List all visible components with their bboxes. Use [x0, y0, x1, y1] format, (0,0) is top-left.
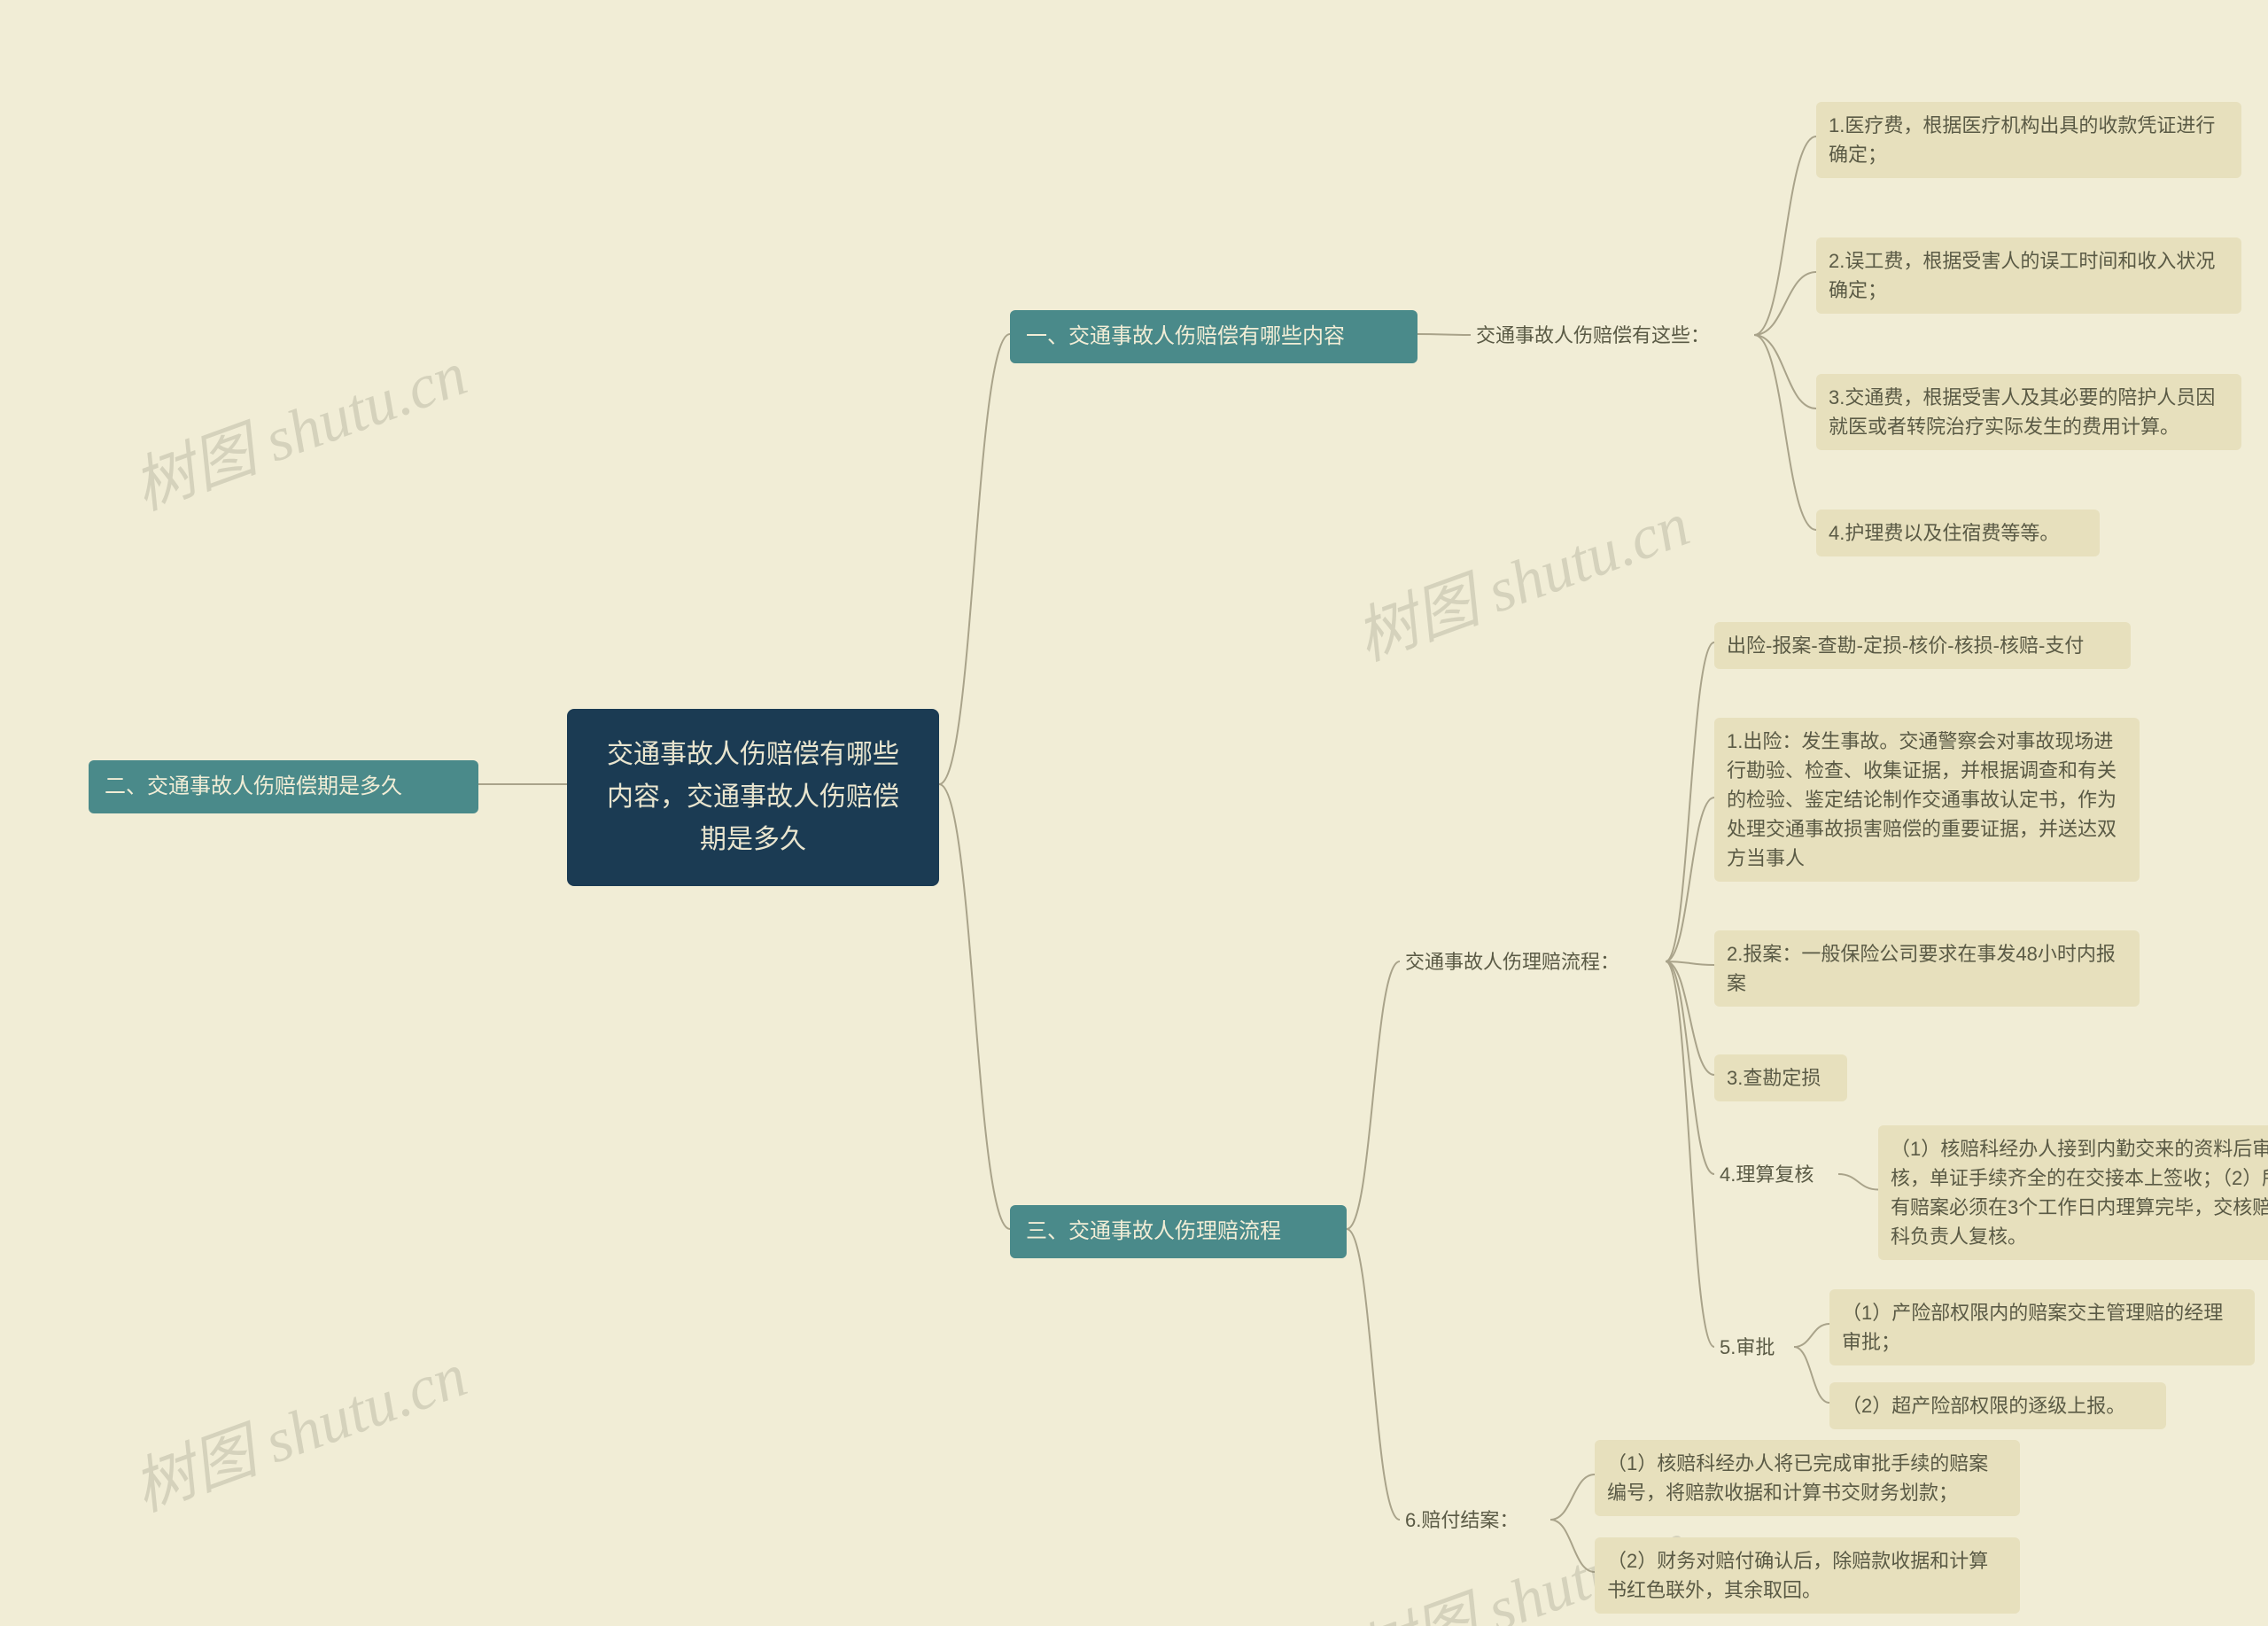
- branch-node-process[interactable]: 三、交通事故人伤理赔流程: [1010, 1205, 1347, 1258]
- leaf-node[interactable]: 出险-报案-查勘-定损-核价-核损-核赔-支付: [1714, 622, 2131, 669]
- sub-node-content-list[interactable]: 交通事故人伤赔偿有这些：: [1471, 317, 1754, 354]
- leaf-node[interactable]: 1.医疗费，根据医疗机构出具的收款凭证进行确定；: [1816, 102, 2241, 178]
- leaf-node[interactable]: （2）财务对赔付确认后，除赔款收据和计算书红色联外，其余取回。: [1595, 1537, 2020, 1614]
- leaf-node[interactable]: 2.报案：一般保险公司要求在事发48小时内报案: [1714, 930, 2140, 1007]
- sub-node-claim-flow[interactable]: 交通事故人伤理赔流程：: [1400, 944, 1666, 980]
- leaf-node[interactable]: 3.查勘定损: [1714, 1054, 1847, 1101]
- leaf-node[interactable]: 6.赔付结案：: [1400, 1502, 1550, 1538]
- leaf-node[interactable]: （2）超产险部权限的逐级上报。: [1829, 1382, 2166, 1429]
- leaf-node[interactable]: （1）产险部权限内的赔案交主管理赔的经理审批；: [1829, 1289, 2255, 1365]
- leaf-node[interactable]: 4.理算复核: [1714, 1156, 1838, 1193]
- leaf-node[interactable]: 2.误工费，根据受害人的误工时间和收入状况确定；: [1816, 237, 2241, 314]
- root-node[interactable]: 交通事故人伤赔偿有哪些内容，交通事故人伤赔偿期是多久: [567, 709, 939, 886]
- leaf-node[interactable]: 5.审批: [1714, 1329, 1794, 1365]
- leaf-node[interactable]: 1.出险：发生事故。交通警察会对事故现场进行勘验、检查、收集证据，并根据调查和有…: [1714, 718, 2140, 882]
- leaf-node[interactable]: （1）核赔科经办人接到内勤交来的资料后审核，单证手续齐全的在交接本上签收；（2）…: [1878, 1125, 2268, 1260]
- leaf-node[interactable]: 4.护理费以及住宿费等等。: [1816, 510, 2100, 556]
- watermark: 树图 shutu.cn: [120, 324, 478, 527]
- mindmap-canvas: 树图 shutu.cn 树图 shutu.cn 树图 shutu.cn 树图 s…: [0, 0, 2268, 1626]
- leaf-node[interactable]: （1）核赔科经办人将已完成审批手续的赔案编号，将赔款收据和计算书交财务划款；: [1595, 1440, 2020, 1516]
- leaf-node[interactable]: 3.交通费，根据受害人及其必要的陪护人员因就医或者转院治疗实际发生的费用计算。: [1816, 374, 2241, 450]
- branch-node-period[interactable]: 二、交通事故人伤赔偿期是多久: [89, 760, 478, 813]
- watermark: 树图 shutu.cn: [1342, 475, 1700, 678]
- branch-node-content[interactable]: 一、交通事故人伤赔偿有哪些内容: [1010, 310, 1418, 363]
- watermark: 树图 shutu.cn: [120, 1326, 478, 1529]
